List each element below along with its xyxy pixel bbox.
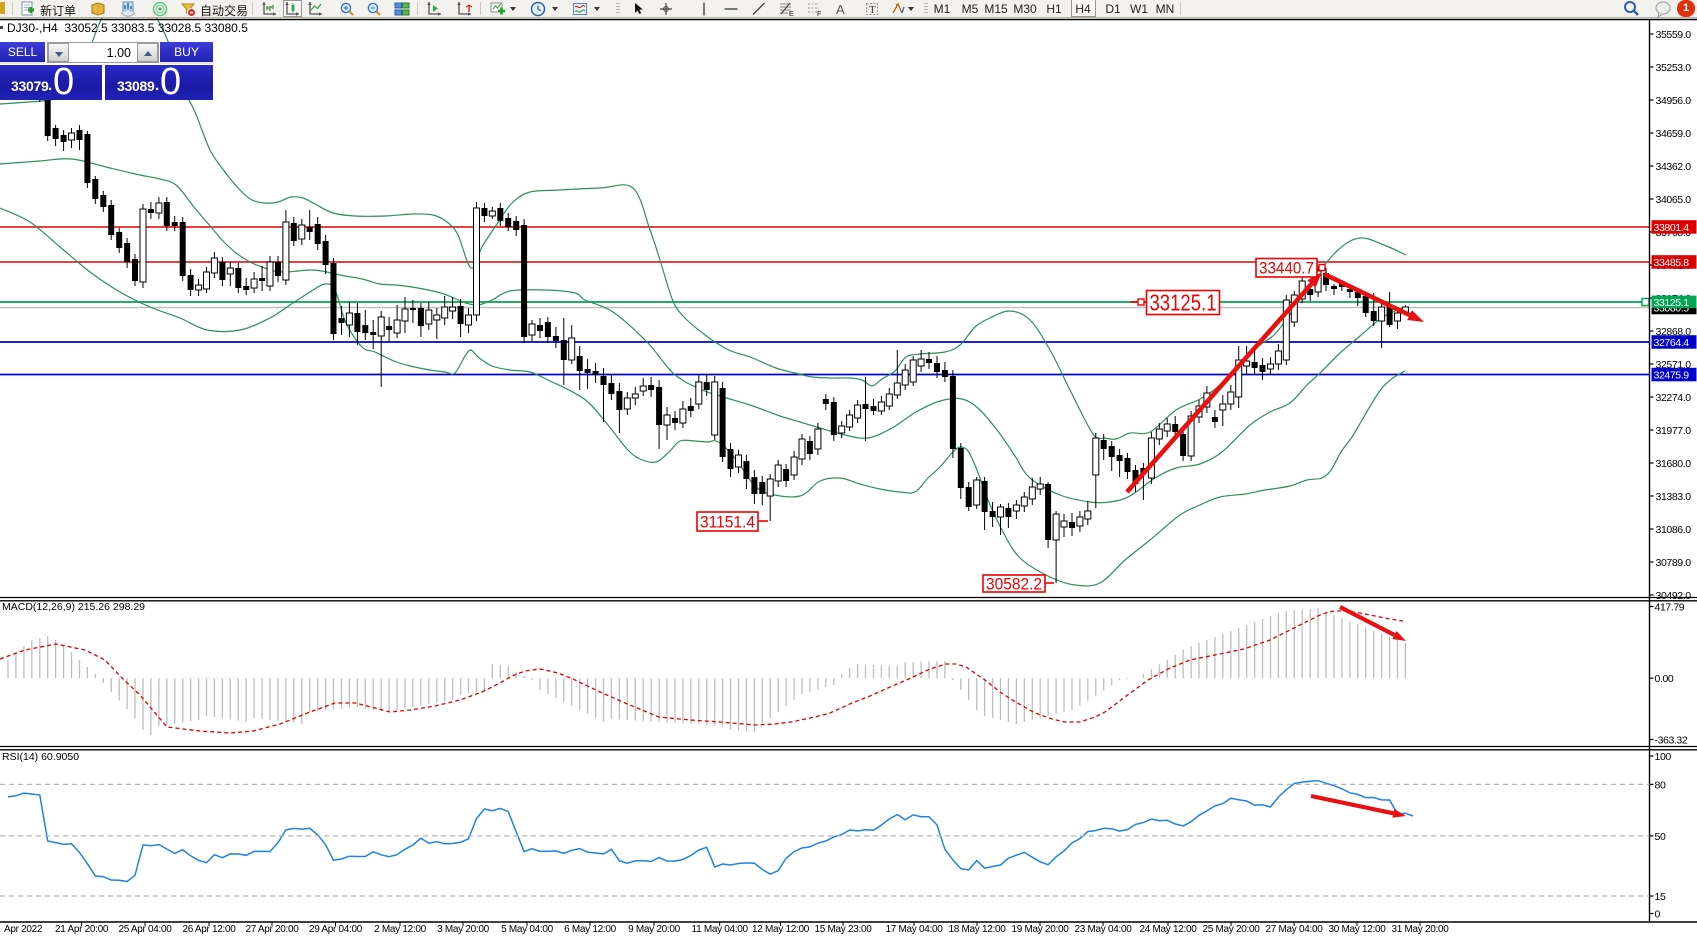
svg-text:3 May 20:00: 3 May 20:00 (437, 924, 489, 935)
svg-text:30492.0: 30492.0 (1656, 590, 1692, 602)
svg-text:33125.1: 33125.1 (1150, 289, 1217, 315)
svg-text:25 Apr 04:00: 25 Apr 04:00 (118, 924, 172, 935)
svg-text:21 Apr 20:00: 21 Apr 20:00 (55, 924, 109, 935)
svg-text:34659.0: 34659.0 (1656, 128, 1692, 140)
svg-text:34362.0: 34362.0 (1656, 161, 1692, 173)
svg-text:32274.0: 32274.0 (1656, 392, 1692, 404)
svg-text:33485.8: 33485.8 (1654, 257, 1690, 269)
svg-text:0: 0 (1655, 909, 1661, 921)
svg-text:5 May 04:00: 5 May 04:00 (501, 924, 553, 935)
svg-text:MACD(12,26,9) 215.26 298.29: MACD(12,26,9) 215.26 298.29 (2, 601, 145, 613)
svg-text:31 May 20:00: 31 May 20:00 (1392, 924, 1450, 935)
svg-text:34956.0: 34956.0 (1656, 95, 1692, 107)
svg-text:6 May 12:00: 6 May 12:00 (564, 924, 616, 935)
svg-text:32764.4: 32764.4 (1654, 337, 1690, 349)
svg-text:50: 50 (1655, 831, 1666, 843)
svg-text:15: 15 (1655, 891, 1666, 903)
svg-text:19 May 20:00: 19 May 20:00 (1012, 924, 1070, 935)
svg-text:11 May 04:00: 11 May 04:00 (692, 924, 749, 935)
svg-text:Apr 2022: Apr 2022 (4, 924, 43, 935)
svg-text:32868.0: 32868.0 (1656, 326, 1692, 338)
svg-text:34065.0: 34065.0 (1656, 194, 1692, 206)
svg-text:417.79: 417.79 (1655, 602, 1685, 614)
svg-text:-363.32: -363.32 (1655, 735, 1688, 747)
svg-text:0.00: 0.00 (1655, 673, 1674, 685)
svg-text:31977.0: 31977.0 (1656, 425, 1692, 437)
svg-text:F: F (817, 11, 821, 17)
svg-text:17 May 04:00: 17 May 04:00 (886, 924, 944, 935)
svg-text:25 May 20:00: 25 May 20:00 (1203, 924, 1261, 935)
svg-text:31151.4: 31151.4 (700, 512, 755, 531)
svg-text:30789.0: 30789.0 (1656, 557, 1692, 569)
svg-text:31680.0: 31680.0 (1656, 458, 1692, 470)
svg-text:100: 100 (1655, 751, 1672, 763)
svg-text:DJ30-,H4 33052.5 33083.5 3302: DJ30-,H4 33052.5 33083.5 33028.5 33080.5 (7, 21, 248, 35)
svg-text:15 May 23:00: 15 May 23:00 (815, 924, 873, 935)
svg-text:80: 80 (1655, 779, 1666, 791)
svg-text:30 May 12:00: 30 May 12:00 (1329, 924, 1387, 935)
svg-text:29 Apr 04:00: 29 Apr 04:00 (309, 924, 363, 935)
svg-text:24 May 12:00: 24 May 12:00 (1140, 924, 1198, 935)
svg-text:T: T (869, 4, 876, 16)
svg-text:31383.0: 31383.0 (1656, 491, 1692, 503)
svg-text:26 Apr 12:00: 26 Apr 12:00 (182, 924, 236, 935)
svg-text:35253.0: 35253.0 (1656, 62, 1692, 74)
svg-text:9 May 20:00: 9 May 20:00 (628, 924, 680, 935)
svg-text:2 May 12:00: 2 May 12:00 (374, 924, 426, 935)
svg-text:32475.9: 32475.9 (1654, 370, 1690, 382)
svg-text:18 May 12:00: 18 May 12:00 (949, 924, 1007, 935)
svg-text:12 May 12:00: 12 May 12:00 (752, 924, 810, 935)
svg-text:E: E (789, 11, 794, 17)
svg-text:35559.0: 35559.0 (1656, 29, 1692, 41)
svg-text:33125.1: 33125.1 (1654, 297, 1690, 309)
svg-text:23 May 04:00: 23 May 04:00 (1075, 924, 1133, 935)
svg-text:27 May 04:00: 27 May 04:00 (1266, 924, 1324, 935)
svg-text:31086.0: 31086.0 (1656, 524, 1692, 536)
svg-text:33801.4: 33801.4 (1654, 222, 1690, 234)
svg-text:RSI(14) 60.9050: RSI(14) 60.9050 (2, 751, 79, 763)
svg-text:30582.2: 30582.2 (986, 574, 1042, 593)
svg-text:33440.7: 33440.7 (1259, 259, 1314, 278)
svg-text:27 Apr 20:00: 27 Apr 20:00 (245, 924, 299, 935)
